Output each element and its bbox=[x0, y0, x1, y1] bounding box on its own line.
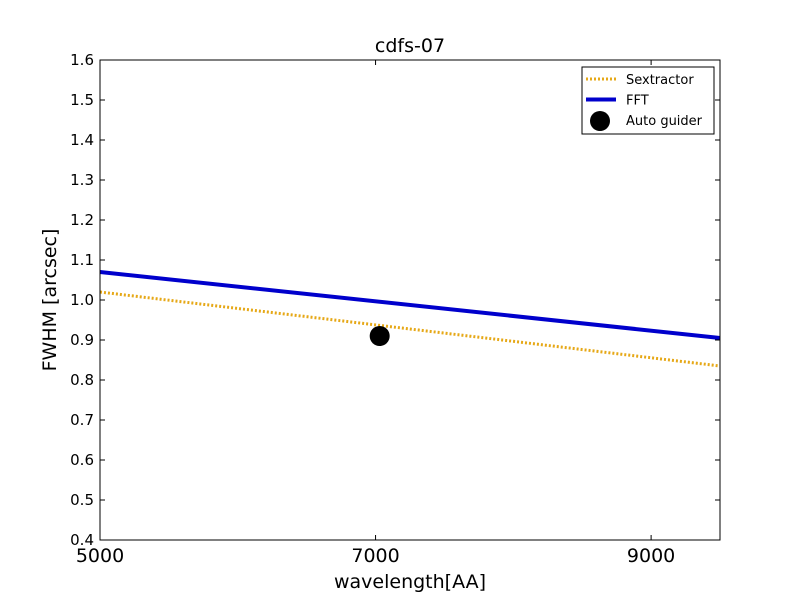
x-tick-label: 9000 bbox=[627, 545, 675, 567]
series-layer bbox=[99, 270, 721, 368]
x-axis-label: wavelength[AA] bbox=[334, 571, 486, 593]
legend-label-sextractor: Sextractor bbox=[626, 73, 694, 88]
legend-label-auto-guider: Auto guider bbox=[626, 114, 703, 129]
y-tick-label: 1.6 bbox=[70, 51, 94, 69]
legend-swatch-auto-guider bbox=[590, 111, 610, 131]
y-tick-label: 1.5 bbox=[70, 91, 94, 109]
legend: Sextractor FFT Auto guider bbox=[581, 66, 715, 135]
fft-line bbox=[99, 270, 721, 340]
x-axis: 5000 7000 9000 bbox=[76, 60, 675, 567]
y-axis-label: FWHM [arcsec] bbox=[39, 229, 61, 372]
y-tick-label: 1.2 bbox=[70, 211, 94, 229]
y-tick-label: 0.8 bbox=[70, 371, 94, 389]
chart-title: cdfs-07 bbox=[375, 35, 445, 57]
y-tick-label: 0.9 bbox=[70, 331, 94, 349]
y-tick-label: 0.6 bbox=[70, 451, 94, 469]
y-tick-label: 1.4 bbox=[70, 131, 94, 149]
y-axis: 0.4 0.5 0.6 0.7 0.8 0.9 1.0 1.1 1.2 1.3 1.4 1.5 1.6 bbox=[70, 51, 720, 549]
legend-label-fft: FFT bbox=[626, 94, 649, 109]
sextractor-line bbox=[99, 290, 721, 368]
y-tick-label: 0.7 bbox=[70, 411, 94, 429]
y-tick-label: 1.1 bbox=[70, 251, 94, 269]
x-tick-label: 7000 bbox=[351, 545, 399, 567]
y-tick-label: 0.5 bbox=[70, 491, 94, 509]
x-tick-label: 5000 bbox=[76, 545, 124, 567]
y-tick-label: 1.0 bbox=[70, 291, 94, 309]
y-tick-label: 1.3 bbox=[70, 171, 94, 189]
y-tick-label: 0.4 bbox=[70, 531, 94, 549]
auto-guider-point bbox=[369, 326, 390, 346]
